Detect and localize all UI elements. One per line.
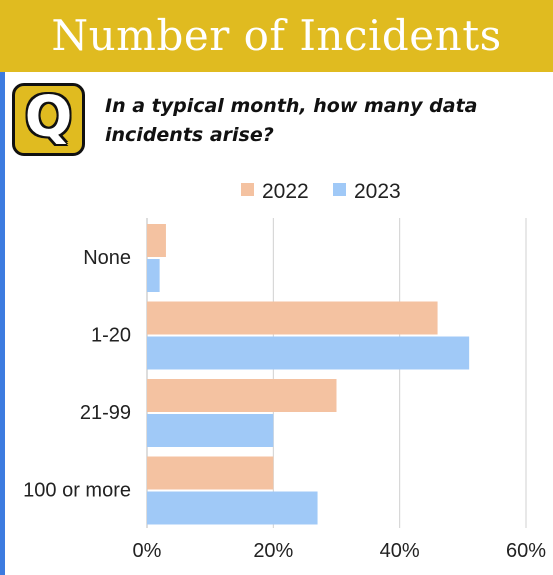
legend-swatch: [333, 183, 346, 196]
bar: [147, 259, 160, 292]
legend-label: 2023: [354, 180, 401, 203]
x-tick-label: 40%: [380, 540, 420, 562]
question-badge-icon: Q: [12, 83, 85, 156]
x-tick-label: 0%: [133, 540, 162, 562]
x-tick-label: 20%: [253, 540, 293, 562]
bar: [147, 301, 438, 335]
legend-swatch: [241, 183, 254, 196]
question-text: In a typical month, how many data incide…: [105, 95, 478, 146]
question-badge-letter: Q: [24, 85, 73, 150]
bar: [147, 336, 470, 370]
page-title: Number of Incidents: [51, 11, 502, 60]
category-label: None: [83, 247, 131, 269]
bar: [147, 224, 166, 257]
title-bar: [0, 0, 553, 72]
bar: [147, 379, 337, 412]
bar: [147, 456, 274, 490]
accent-strip: [0, 72, 5, 575]
bar: [147, 491, 318, 525]
x-tick-label: 60%: [506, 540, 546, 562]
legend-label: 2022: [262, 180, 309, 203]
category-label: 1-20: [91, 325, 131, 347]
category-label: 100 or more: [23, 480, 131, 502]
category-label: 21-99: [80, 402, 131, 424]
bar: [147, 414, 274, 447]
